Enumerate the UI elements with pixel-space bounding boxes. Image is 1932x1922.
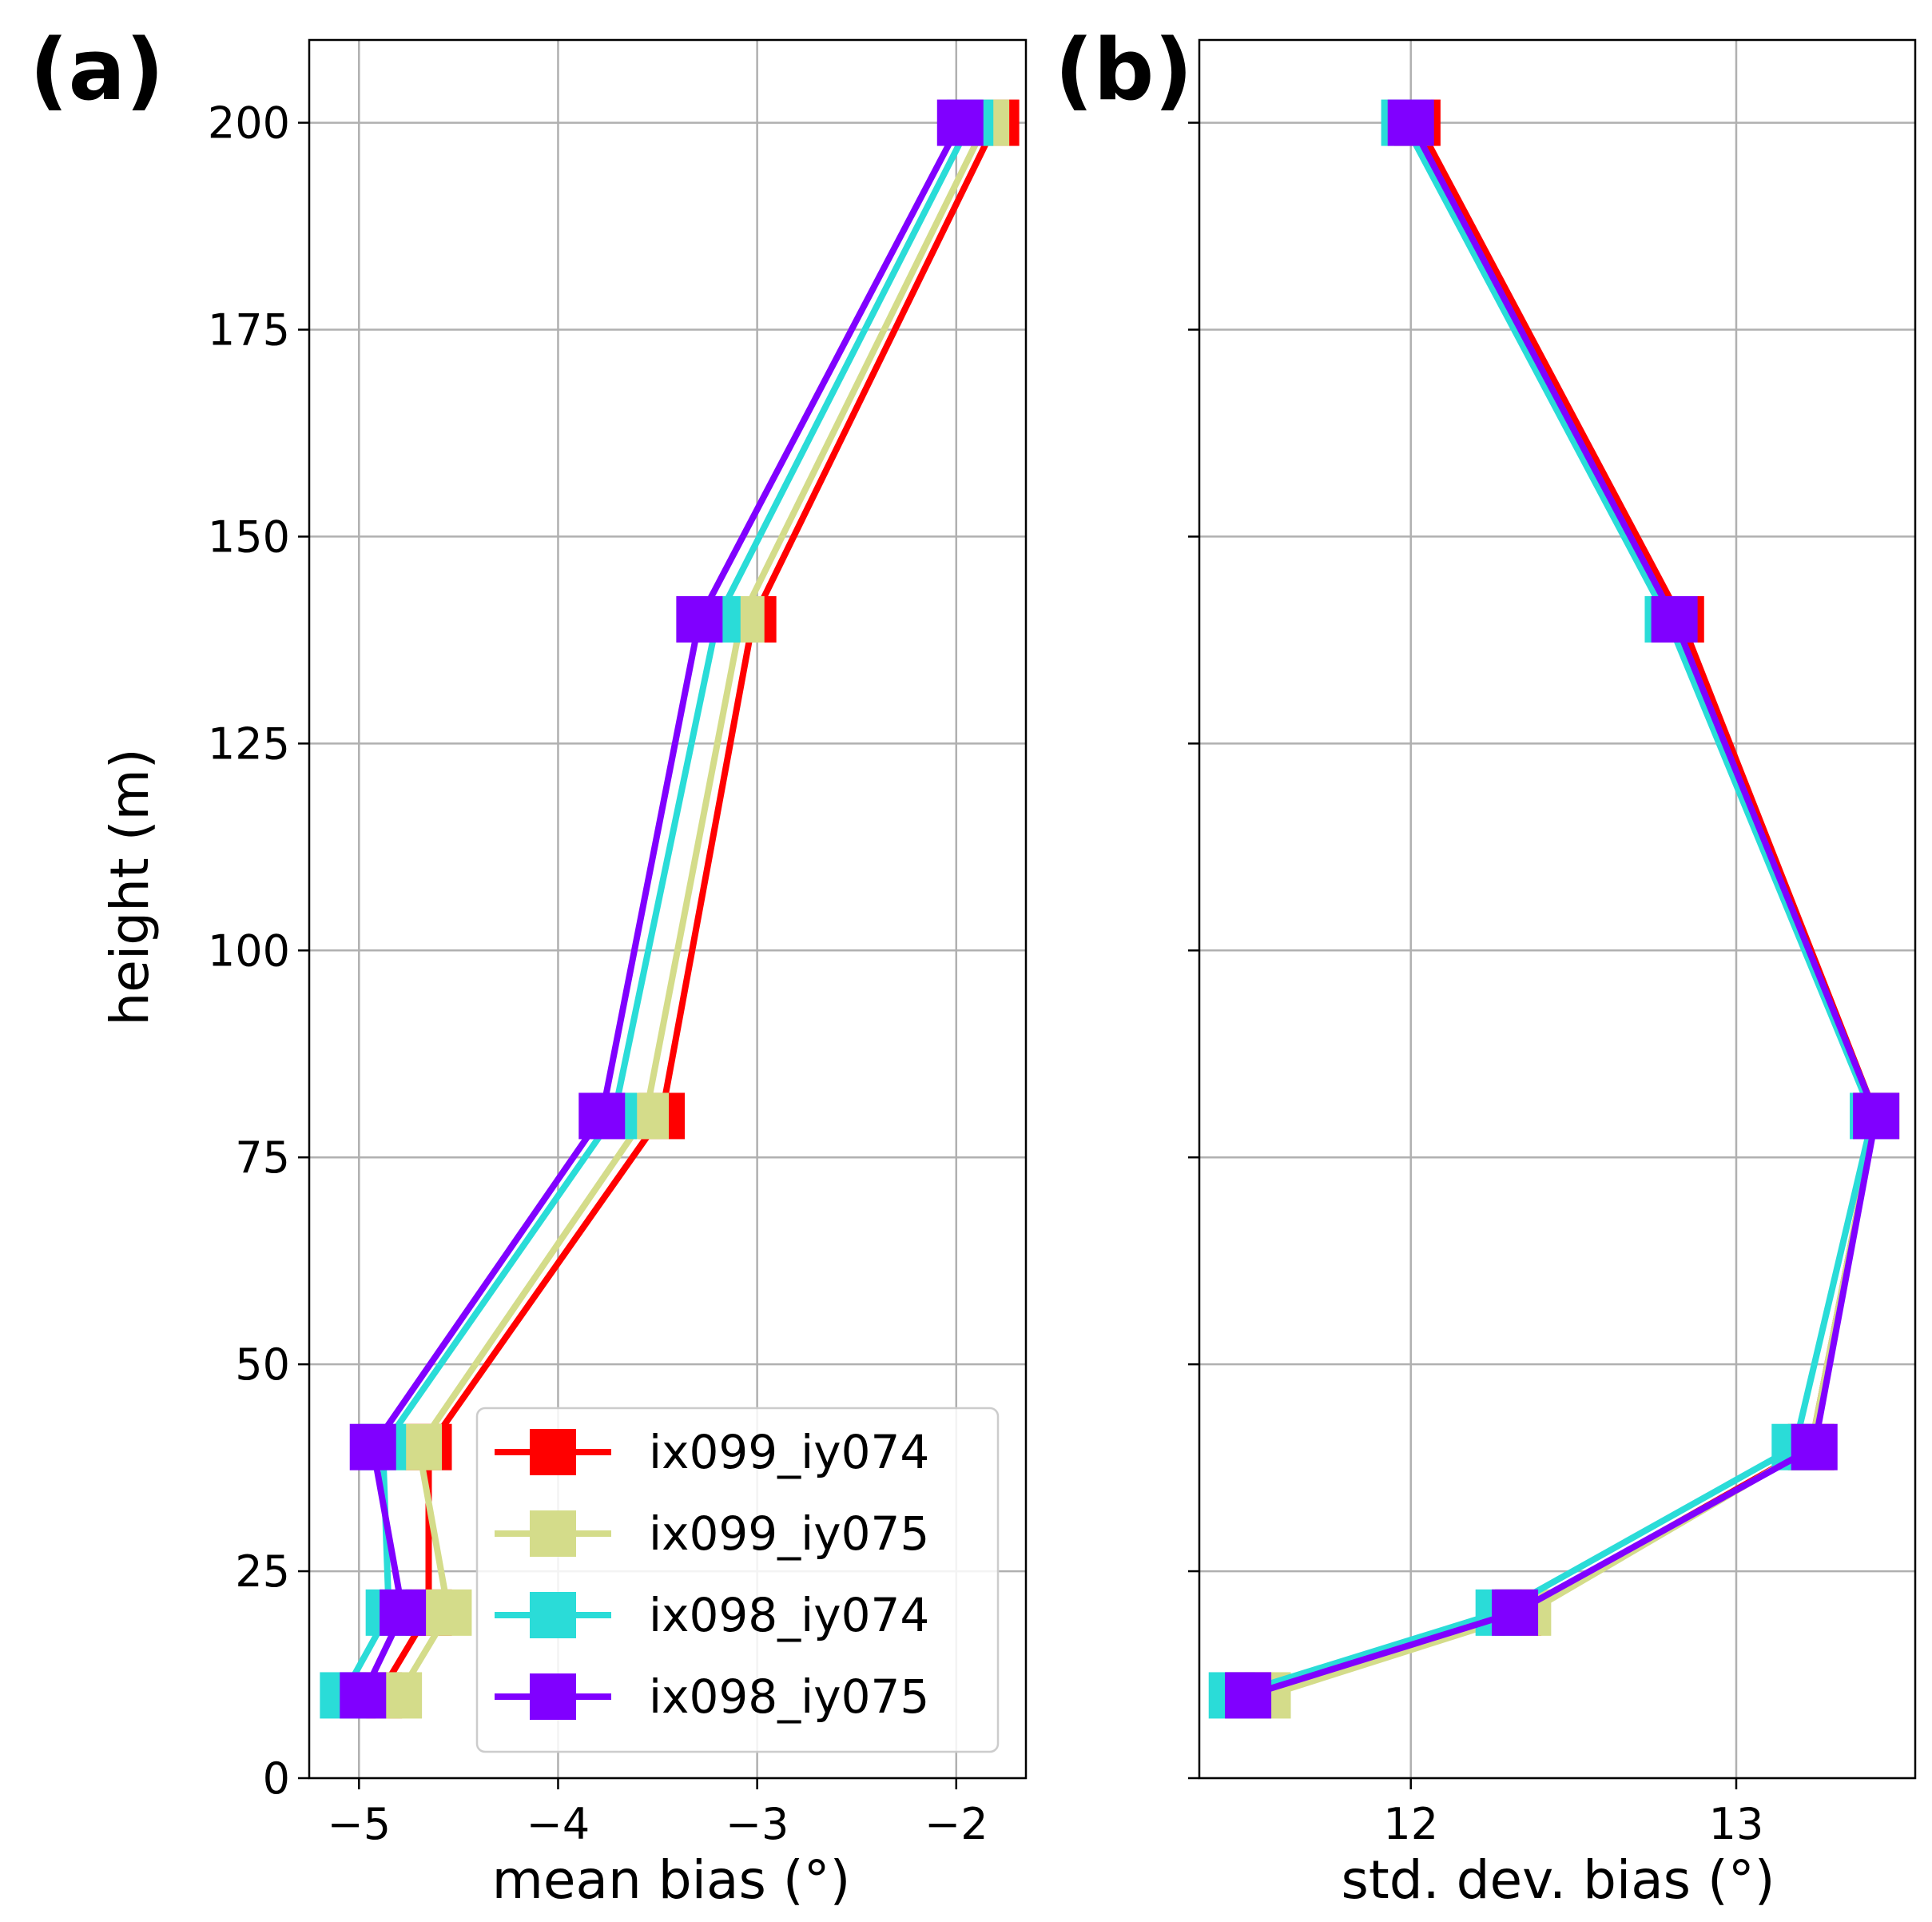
panel-a-marker-ix098_iy075 — [340, 1672, 387, 1719]
panel-a-x-tick-label: −5 — [327, 1799, 391, 1849]
panel-a-y-axis-title: height (m) — [99, 748, 161, 1025]
panel-a-marker-ix098_iy075 — [349, 1423, 396, 1470]
panel-b-x-axis-title: std. dev. bias (°) — [1341, 1849, 1775, 1911]
panel-a-label: (a) — [30, 21, 164, 119]
panel-a-marker-ix098_iy075 — [380, 1589, 427, 1636]
panel-b-series — [1208, 99, 1900, 1719]
legend-marker — [530, 1429, 576, 1475]
panel-a-y-tick-label: 200 — [208, 98, 290, 149]
legend-label: ix099_iy074 — [649, 1425, 929, 1479]
panel-a-series-ix098_iy075 — [340, 99, 984, 1719]
panel-a-x-tick-label: −3 — [725, 1799, 789, 1849]
panel-a-y-tick-label: 75 — [235, 1132, 290, 1183]
panel-a-x-axis-title: mean bias (°) — [492, 1849, 851, 1911]
panel-a-marker-ix098_iy075 — [936, 99, 984, 146]
legend: ix099_iy074 ix099_iy075 ix098_iy074 ix098_i… — [475, 1407, 1000, 1753]
panel-b-series-ix098_iy075 — [1225, 99, 1900, 1719]
panel-a-y-tick-label: 100 — [208, 925, 290, 976]
panel-b-line-ix098_iy075 — [1246, 121, 1880, 1699]
panel-a-y-tick-label: 125 — [208, 718, 290, 769]
legend-label: ix098_iy074 — [649, 1588, 929, 1642]
legend-box — [475, 1407, 1000, 1753]
legend-item: ix098_iy074 — [495, 1588, 929, 1642]
panel-b-series-ix099_iy074 — [1225, 99, 1900, 1719]
panel-a-y-tick-label: 50 — [235, 1339, 290, 1390]
panel-b-marker-ix098_iy075 — [1853, 1092, 1900, 1140]
panel-b-line-ix098_iy074 — [1230, 121, 1877, 1699]
panel-b-x-tick-label: 12 — [1383, 1799, 1438, 1849]
legend-label: ix099_iy075 — [649, 1506, 929, 1561]
panel-a-axes-frame — [308, 38, 1028, 1780]
panel-b-x-tick-label: 13 — [1709, 1799, 1764, 1849]
panel-a-marker-ix099_iy075 — [425, 1589, 472, 1636]
panel-a-y-tick-label: 0 — [263, 1753, 290, 1804]
panel-b-grid — [1199, 40, 1915, 1780]
panel-b-axes-frame — [1198, 38, 1917, 1780]
panel-b: (b) std. dev. bias (°) 12 13 — [1055, 21, 1917, 1911]
panel-a-series — [320, 99, 1020, 1719]
legend-marker — [530, 1673, 576, 1720]
legend-marker — [530, 1592, 576, 1638]
panel-b-label: (b) — [1055, 21, 1193, 119]
panel-a-marker-ix098_iy075 — [578, 1092, 626, 1140]
legend-item: ix098_iy075 — [495, 1669, 929, 1724]
panel-b-marker-ix098_iy075 — [1651, 596, 1698, 643]
legend-item: ix099_iy074 — [495, 1425, 929, 1479]
panel-a-x-tick-label: −2 — [924, 1799, 988, 1849]
panel-a-y-tick-label: 150 — [208, 511, 290, 562]
legend-item: ix099_iy075 — [495, 1506, 929, 1561]
legend-marker — [530, 1510, 576, 1557]
panel-a-ticks: −5 −4 −3 −2 0 25 50 75 100 125 150 175 200 — [208, 98, 988, 1849]
panel-a-marker-ix098_iy075 — [676, 596, 723, 643]
panel-a-y-tick-label: 175 — [208, 305, 290, 356]
panel-b-marker-ix098_iy075 — [1492, 1589, 1539, 1636]
panel-b-marker-ix098_iy075 — [1387, 99, 1434, 146]
panel-b-marker-ix098_iy075 — [1225, 1672, 1272, 1719]
panel-b-series-ix099_iy075 — [1244, 99, 1900, 1719]
panel-a: (a) height (m) mean bias (°) −5 −4 −3 −2 0 25… — [30, 21, 1028, 1911]
legend-label: ix098_iy075 — [649, 1669, 929, 1724]
panel-a-y-tick-label: 25 — [235, 1546, 290, 1597]
panel-b-ticks: 12 13 — [1188, 121, 1764, 1849]
panel-b-marker-ix098_iy075 — [1791, 1423, 1838, 1470]
panel-a-x-tick-label: −4 — [527, 1799, 590, 1849]
